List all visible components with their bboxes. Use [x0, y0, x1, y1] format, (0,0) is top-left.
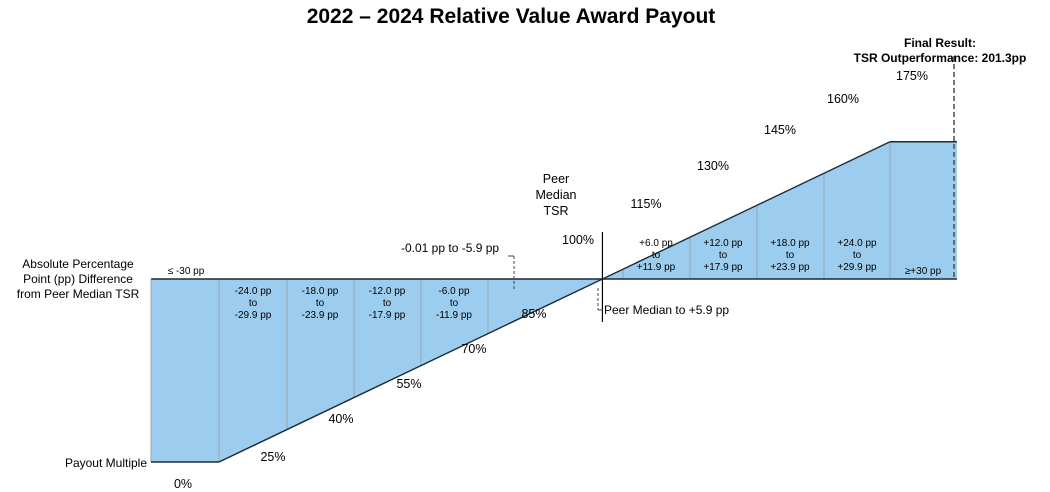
- band-label: to: [853, 250, 862, 261]
- band-label: +24.0 pp: [837, 238, 877, 249]
- peer-median-label: TSR: [544, 204, 569, 218]
- peer-median-label: Peer: [543, 172, 569, 186]
- x-axis-label: Absolute Percentage: [22, 257, 134, 271]
- band-label: to: [383, 298, 392, 309]
- band-label: to: [786, 250, 795, 261]
- payout-label: 100%: [562, 233, 594, 247]
- above-median-callout: Peer Median to +5.9 pp: [604, 303, 729, 317]
- final-result-value: TSR Outperformance: 201.3pp: [854, 51, 1027, 65]
- x-axis-label: from Peer Median TSR: [17, 287, 140, 301]
- band-label: to: [719, 250, 728, 261]
- band-label: +11.9 pp: [637, 262, 676, 273]
- band-label: +29.9 pp: [837, 262, 877, 273]
- payout-label: 115%: [630, 197, 661, 211]
- payout-label: 25%: [260, 450, 285, 464]
- band-label: ≤ -30 pp: [168, 266, 205, 277]
- below-median-callout: -0.01 pp to -5.9 pp: [401, 241, 499, 255]
- band-label: -18.0 pp: [302, 286, 339, 297]
- payout-label: 0%: [174, 477, 192, 491]
- band-label: +18.0 pp: [770, 238, 810, 249]
- chart-title: 2022 – 2024 Relative Value Award Payout: [307, 5, 716, 28]
- payout-label: 85%: [521, 307, 546, 321]
- band-label: -29.9 pp: [235, 310, 272, 321]
- band-label: to: [450, 298, 459, 309]
- band-label: +23.9 pp: [770, 262, 810, 273]
- y-axis-label: Payout Multiple: [65, 456, 147, 470]
- band-label: to: [652, 250, 661, 261]
- band-label: -11.9 pp: [436, 310, 472, 321]
- band-label: -23.9 pp: [302, 310, 339, 321]
- payout-label: 40%: [328, 412, 353, 426]
- band-label: to: [316, 298, 325, 309]
- x-axis-label: Point (pp) Difference: [23, 272, 133, 286]
- band-label: +17.9 pp: [703, 262, 743, 273]
- payout-label: 70%: [461, 342, 486, 356]
- band-label: to: [249, 298, 258, 309]
- band-label: ≥+30 pp: [905, 266, 942, 277]
- band-label: -12.0 pp: [369, 286, 406, 297]
- payout-label: 160%: [827, 92, 859, 106]
- peer-median-label: Median: [536, 188, 577, 202]
- band-label: +6.0 pp: [639, 238, 673, 249]
- band-label: -24.0 pp: [235, 286, 272, 297]
- payout-area: [150, 56, 957, 463]
- payout-label: 175%: [896, 69, 928, 83]
- payout-slope-line: [218, 141, 891, 463]
- payout-label: 130%: [697, 159, 729, 173]
- band-label: -6.0 pp: [438, 286, 470, 297]
- final-result-label: Final Result:: [904, 36, 976, 50]
- payout-label: 55%: [396, 377, 421, 391]
- payout-label: 145%: [764, 123, 796, 137]
- band-label: -17.9 pp: [369, 310, 406, 321]
- band-label: +12.0 pp: [703, 238, 743, 249]
